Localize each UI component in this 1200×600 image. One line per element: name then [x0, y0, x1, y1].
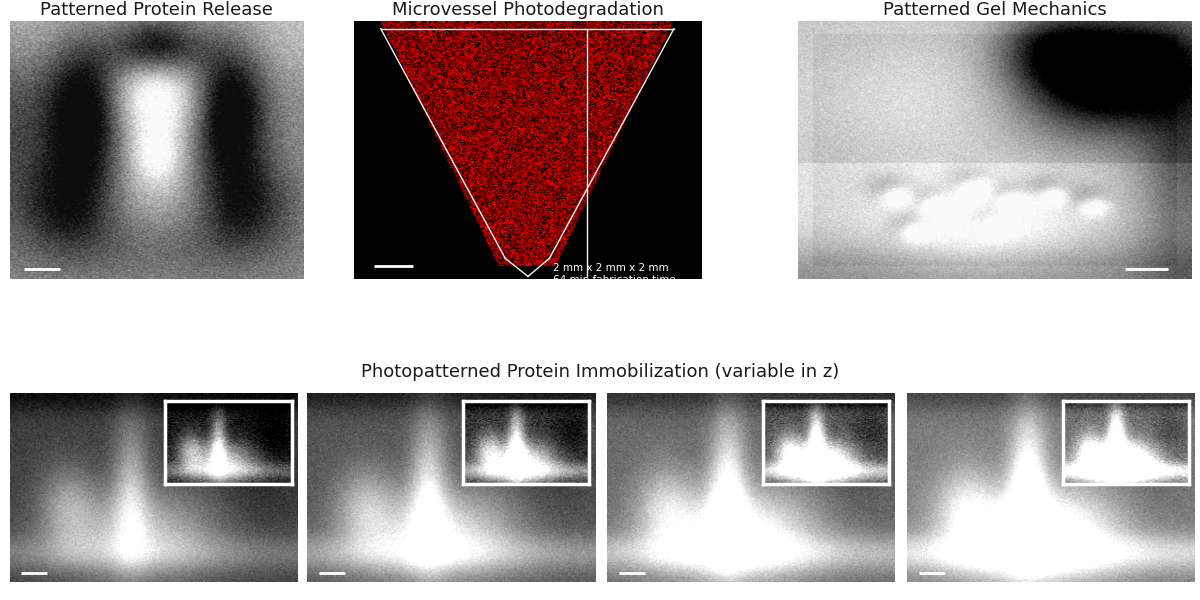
- Text: Photopatterned Protein Immobilization (variable in z): Photopatterned Protein Immobilization (v…: [361, 363, 839, 381]
- Title: Patterned Protein Release: Patterned Protein Release: [40, 1, 274, 19]
- Text: 2 mm x 2 mm x 2 mm
64 min fabrication time: 2 mm x 2 mm x 2 mm 64 min fabrication ti…: [553, 263, 676, 285]
- Title: Microvessel Photodegradation: Microvessel Photodegradation: [392, 1, 664, 19]
- Title: Patterned Gel Mechanics: Patterned Gel Mechanics: [883, 1, 1106, 19]
